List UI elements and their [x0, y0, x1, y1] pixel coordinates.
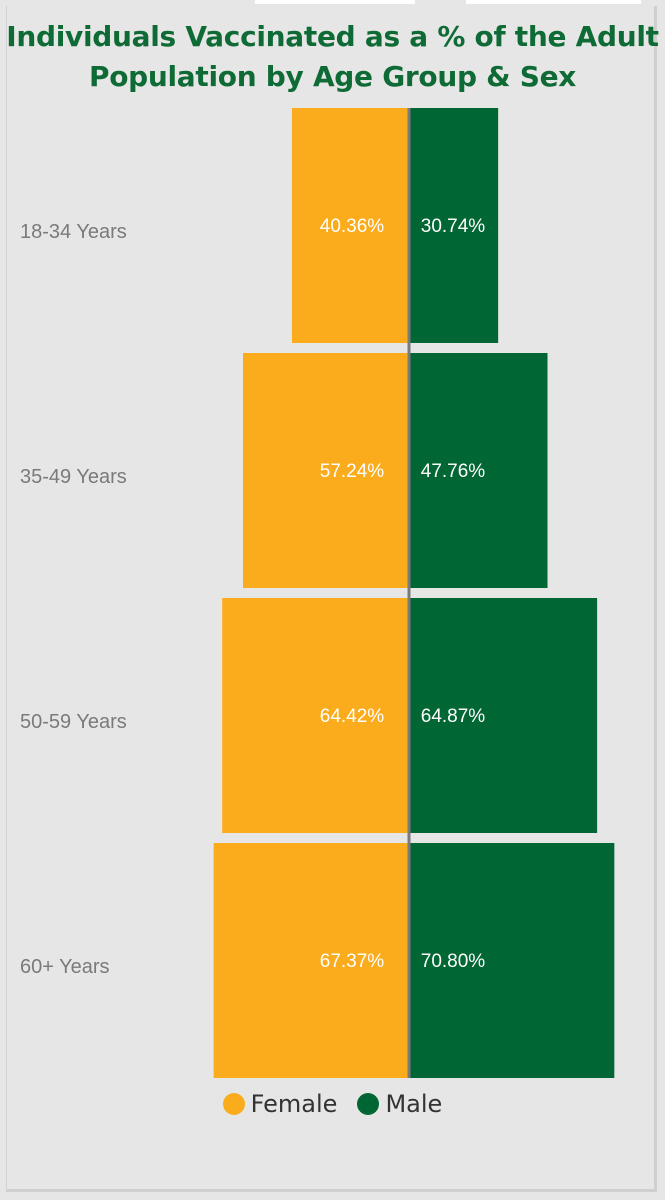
- chart-title-line-1: Individuals Vaccinated as a % of the Adu…: [6, 20, 659, 53]
- legend-male-dot: [357, 1093, 380, 1115]
- category-label-1: 18-34 Years: [20, 221, 127, 243]
- legend-female-label: Female: [250, 1090, 338, 1118]
- legend-item-male[interactable]: Male: [357, 1090, 442, 1118]
- bar-male-3: [409, 598, 598, 833]
- top-tab-right: [466, 0, 641, 4]
- bar-female-2: [243, 353, 409, 588]
- bar-female-3: [222, 598, 409, 833]
- data-label-male-3: 64.87%: [421, 706, 486, 727]
- data-label-male-1: 30.74%: [421, 216, 486, 237]
- chart-title-line-2: Population by Age Group & Sex: [88, 60, 577, 93]
- data-label-female-2: 57.24%: [320, 461, 385, 482]
- legend-male-label: Male: [385, 1090, 443, 1118]
- data-label-female-3: 64.42%: [320, 706, 385, 727]
- legend-item-female[interactable]: Female: [222, 1090, 338, 1118]
- bar-male-4: [409, 843, 615, 1078]
- data-label-female-4: 67.37%: [320, 951, 385, 972]
- chart-title: Individuals Vaccinated as a % of the Adu…: [0, 17, 665, 97]
- bar-female-4: [213, 843, 409, 1078]
- category-label-3: 50-59 Years: [20, 711, 127, 733]
- category-label-2: 35-49 Years: [20, 466, 127, 488]
- data-label-male-2: 47.76%: [421, 461, 486, 482]
- bar-female-1: [291, 108, 409, 343]
- data-label-female-1: 40.36%: [320, 216, 385, 237]
- data-label-male-4: 70.80%: [421, 951, 486, 972]
- chart-legend[interactable]: Female Male: [0, 1090, 665, 1118]
- bar-male-2: [409, 353, 548, 588]
- legend-female-dot: [222, 1093, 245, 1115]
- category-label-4: 60+ Years: [20, 956, 110, 978]
- bar-male-1: [409, 108, 499, 343]
- top-tab-left: [255, 0, 415, 4]
